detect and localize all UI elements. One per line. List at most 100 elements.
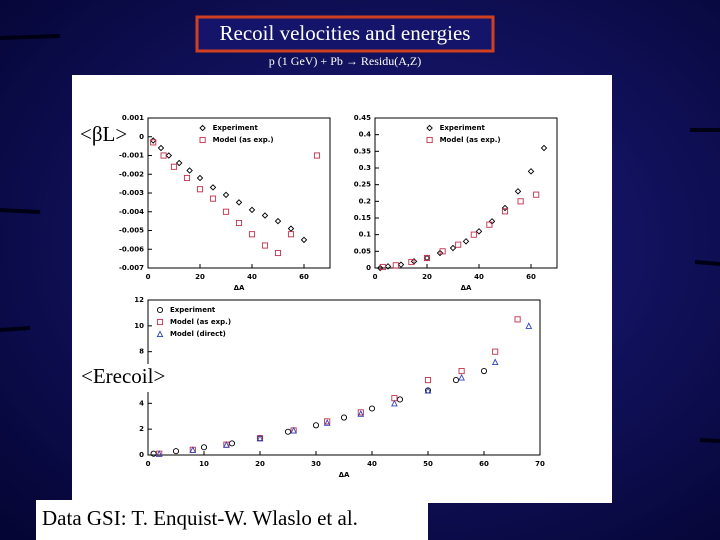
marker — [189, 446, 197, 453]
legend-label: Experiment — [213, 124, 259, 132]
x-tick-label: 20 — [195, 273, 205, 281]
marker — [540, 144, 548, 152]
marker — [290, 426, 297, 434]
marker — [156, 330, 164, 338]
x-tick-label: 10 — [199, 460, 209, 468]
marker — [223, 441, 230, 448]
y-tick-label: 0.15 — [354, 214, 371, 222]
annotation: <Erecoil> — [81, 364, 165, 388]
marker — [222, 208, 230, 215]
marker — [424, 377, 432, 384]
marker — [379, 263, 386, 271]
x-tick-label: 0 — [373, 273, 378, 281]
marker — [357, 410, 365, 417]
x-tick-label: 60 — [479, 460, 489, 468]
y-tick-label: 0 — [366, 264, 371, 272]
marker — [423, 254, 431, 262]
marker — [533, 191, 540, 198]
y-tick-label: 0.1 — [359, 231, 372, 239]
x-tick-label: 20 — [422, 273, 432, 281]
marker — [458, 367, 465, 375]
x-tick-label: 70 — [535, 460, 545, 468]
y-tick-label: 4 — [139, 399, 144, 407]
marker — [514, 188, 522, 195]
marker — [368, 405, 376, 412]
legend-label: Model (as exp.) — [213, 136, 274, 144]
marker — [170, 163, 178, 170]
marker — [156, 318, 164, 326]
x-tick-label: 30 — [311, 460, 321, 468]
footer: Data GSI: T. Enquist-W. Wlaslo et al. — [42, 506, 358, 530]
y-tick-label: 2 — [139, 425, 144, 433]
marker — [392, 262, 399, 269]
marker — [150, 139, 157, 146]
x-axis-label: ΔA — [234, 284, 245, 292]
marker — [486, 221, 493, 228]
marker — [384, 263, 392, 270]
y-tick-label: -0.004 — [119, 208, 144, 216]
x-tick-label: 50 — [423, 460, 433, 468]
marker — [462, 238, 470, 245]
marker — [324, 418, 331, 425]
x-tick-label: 40 — [474, 273, 484, 281]
y-tick-label: 0.25 — [354, 181, 371, 189]
marker — [501, 204, 509, 212]
marker — [436, 249, 444, 257]
marker — [183, 174, 191, 182]
marker — [199, 136, 206, 144]
footer-box — [36, 500, 428, 540]
x-axis-label: ΔA — [461, 284, 472, 292]
marker — [517, 198, 524, 205]
x-tick-label: 40 — [367, 460, 377, 468]
legend-label: Model (direct) — [170, 330, 226, 338]
y-tick-label: 0.35 — [354, 147, 371, 155]
label-box — [78, 364, 186, 392]
marker — [248, 206, 256, 214]
marker — [160, 152, 167, 159]
marker — [426, 124, 433, 132]
marker — [261, 212, 269, 219]
x-tick-label: 0 — [146, 460, 151, 468]
marker — [209, 195, 217, 202]
marker — [199, 124, 206, 132]
slide-subtitle: p (1 GeV) + Pb → Residu(A,Z) — [269, 54, 421, 68]
marker — [312, 422, 320, 429]
y-tick-label: -0.006 — [119, 245, 144, 253]
marker — [200, 444, 208, 451]
marker — [480, 367, 488, 375]
marker — [470, 231, 477, 238]
y-tick-label: 0 — [139, 133, 144, 141]
marker — [155, 450, 163, 457]
annotation: <βL> — [80, 122, 127, 146]
marker — [196, 186, 204, 193]
legend-label: Experiment — [170, 306, 216, 314]
y-tick-label: -0.003 — [119, 189, 144, 197]
marker — [439, 248, 446, 255]
y-tick-label: 0.2 — [359, 197, 372, 205]
marker — [235, 219, 243, 227]
marker — [165, 152, 173, 159]
legend-label: Model (as exp.) — [440, 136, 501, 144]
marker — [186, 167, 193, 174]
x-tick-label: 60 — [526, 273, 536, 281]
marker — [408, 258, 415, 266]
y-tick-label: 0.001 — [122, 114, 144, 122]
marker — [514, 316, 521, 323]
x-tick-label: 20 — [255, 460, 265, 468]
streaks — [0, 34, 720, 443]
marker — [157, 144, 165, 152]
marker — [196, 174, 204, 182]
marker — [492, 348, 499, 355]
y-tick-label: 10 — [134, 322, 144, 330]
y-tick-label: -0.001 — [119, 152, 144, 160]
x-tick-label: 0 — [146, 273, 151, 281]
marker — [274, 249, 282, 257]
marker — [491, 358, 499, 366]
marker — [340, 414, 348, 421]
marker — [397, 261, 405, 268]
marker — [248, 231, 256, 238]
legend-label: Experiment — [440, 124, 486, 132]
y-tick-label: -0.005 — [119, 227, 144, 235]
y-tick-label: 0.05 — [354, 247, 371, 255]
